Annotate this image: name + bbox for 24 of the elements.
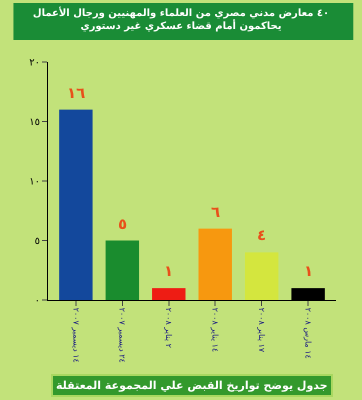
y-tick-label: ٢٠ (29, 58, 40, 68)
x-tick-label: ١٤ ديسمبر ٢٠٠٧ (71, 308, 80, 363)
text: جدول يوضح تواريخ القبض علي المجموعة المعتقلة (56, 379, 328, 392)
y-tick-label: ٥ (34, 236, 40, 247)
data-label: ٥ (118, 215, 128, 233)
bar (59, 110, 93, 300)
data-label: ٤ (257, 226, 266, 244)
chart-title: ٤٠ معارض مدني مصري من العلماء والمهنيين ورجال الأعمال يحاكمون أمام قضاء عسكري غير دستوري (32, 6, 330, 32)
y-tick-label: ٠ (34, 296, 40, 306)
x-tick-label: ٢٤ ديسمبر ٢٠٠٧ (118, 308, 127, 363)
x-tick-label: ١٤ يناير ٢٠٠٨ (210, 308, 220, 352)
bar (152, 288, 186, 300)
data-label: ١٦ (67, 84, 86, 102)
bar (198, 228, 232, 300)
x-tick-label: ١٧ يناير ٢٠٠٨ (257, 308, 266, 353)
y-tick-label: ١٥ (29, 117, 40, 128)
data-label: ١ (164, 262, 174, 280)
x-tick-label: ٢ يناير ٢٠٠٨ (164, 308, 174, 348)
y-tick-label: ١٠ (29, 176, 40, 188)
data-label: ١ (304, 262, 314, 280)
bar (106, 240, 140, 300)
data-label: ٦ (211, 203, 220, 221)
x-tick-label: ١٤ مارس ٢٠٠٨ (304, 308, 313, 359)
bar (244, 252, 278, 300)
